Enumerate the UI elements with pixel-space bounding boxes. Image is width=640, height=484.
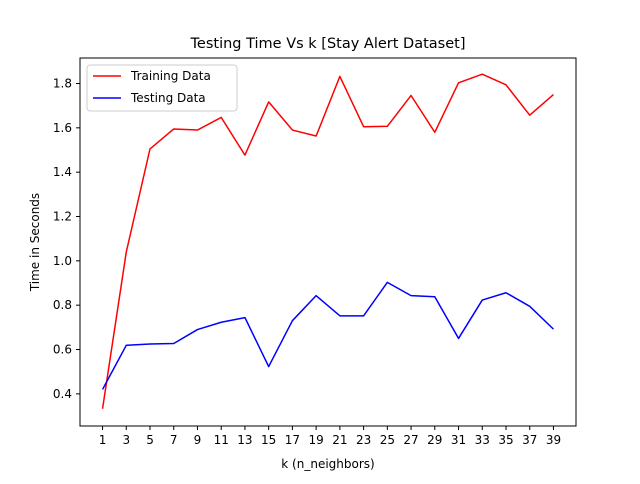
x-tick-label: 29 [427,433,442,447]
legend-label-testing-data: Testing Data [130,91,206,105]
chart-title: Testing Time Vs k [Stay Alert Dataset] [190,36,466,52]
x-tick-label: 5 [146,433,154,447]
x-tick-label: 23 [356,433,371,447]
x-tick-label: 1 [99,433,107,447]
y-tick-label: 1.2 [53,210,72,224]
y-tick-label: 0.6 [53,343,72,357]
y-axis-label: Time in Seconds [28,193,42,292]
legend-box [86,64,238,112]
y-tick-label: 0.4 [53,387,72,401]
y-tick-label: 1.6 [53,121,72,135]
series-line-testing-data [101,281,554,390]
x-axis-label: k (n_neighbors) [281,457,374,471]
x-tick-label: 9 [194,433,202,447]
x-tick-label: 11 [214,433,229,447]
x-tick-label: 27 [403,433,418,447]
x-tick-label: 3 [122,433,130,447]
x-tick-label: 13 [237,433,252,447]
legend: Training Data Testing Data [86,64,238,112]
y-tick-label: 1.0 [53,254,72,268]
x-tick-label: 7 [170,433,178,447]
y-tick-label: 0.8 [53,298,72,312]
x-tick-label: 25 [380,433,395,447]
x-tick-label: 35 [498,433,513,447]
series-line-training-data [101,73,554,409]
series-layer [101,73,554,409]
x-tick-label: 37 [522,433,537,447]
x-tick-label: 21 [332,433,347,447]
x-tick-label: 19 [308,433,323,447]
y-tick-label: 1.8 [53,76,72,90]
x-tick-label: 33 [475,433,490,447]
y-tick-label: 1.4 [53,165,72,179]
x-tick-label: 31 [451,433,466,447]
plot-frame [79,57,577,427]
x-tick-label: 39 [546,433,561,447]
x-tick-label: 17 [285,433,300,447]
plot-area [80,58,576,426]
tick-layer: 1 3 5 7 9 11 13 15 17 19 21 23 25 27 29 31 33 35 37 390.40.… [53,76,561,447]
x-tick-label: 15 [261,433,276,447]
legend-label-training-data: Training Data [130,69,211,83]
